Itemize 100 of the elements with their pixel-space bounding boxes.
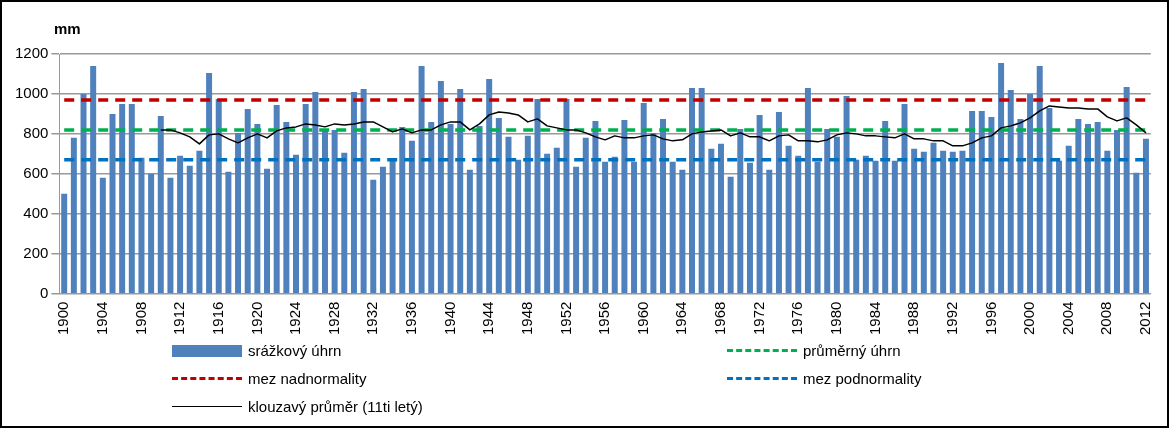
x-tick-label: 2000 bbox=[1020, 301, 1038, 336]
bar bbox=[573, 166, 580, 293]
bar bbox=[756, 114, 763, 293]
bar bbox=[148, 173, 155, 293]
y-tick-label: 200 bbox=[23, 243, 49, 261]
x-tick-label: 1992 bbox=[942, 301, 960, 336]
legend-label: srážkový úhrn bbox=[248, 342, 342, 359]
bar bbox=[177, 155, 184, 293]
bar bbox=[1046, 107, 1053, 293]
bar bbox=[99, 177, 106, 293]
legend-label: klouzavý průměr (11ti letý) bbox=[248, 398, 423, 415]
x-tick-label: 2004 bbox=[1058, 301, 1076, 336]
bar bbox=[679, 169, 686, 293]
bar bbox=[1027, 93, 1034, 293]
y-axis-title: mm bbox=[54, 20, 81, 37]
bar bbox=[447, 123, 454, 293]
bar bbox=[254, 123, 261, 293]
bar bbox=[553, 147, 560, 293]
bar bbox=[515, 159, 522, 293]
x-tick-label: 1932 bbox=[363, 301, 381, 336]
y-tick-label: 0 bbox=[40, 283, 49, 301]
bar bbox=[273, 104, 280, 293]
x-tick-label: 1920 bbox=[247, 301, 265, 336]
bar bbox=[61, 193, 68, 293]
bar bbox=[611, 156, 618, 293]
bar bbox=[196, 150, 203, 293]
x-tick-label: 1960 bbox=[633, 301, 651, 336]
bar bbox=[428, 121, 435, 293]
bar bbox=[109, 113, 116, 293]
bar bbox=[167, 177, 174, 293]
bar bbox=[795, 155, 802, 293]
bar bbox=[669, 161, 676, 293]
bar bbox=[476, 125, 483, 293]
bar bbox=[312, 91, 319, 293]
bar bbox=[264, 168, 271, 293]
x-tick-label: 1904 bbox=[92, 301, 110, 336]
bar bbox=[804, 87, 811, 293]
bar bbox=[244, 108, 251, 293]
bar bbox=[631, 161, 638, 293]
bar bbox=[698, 87, 705, 293]
bar bbox=[602, 161, 609, 293]
x-tick-label: 1988 bbox=[904, 301, 922, 336]
x-tick-label: 1964 bbox=[672, 301, 690, 336]
bar bbox=[457, 88, 464, 293]
x-tick-label: 1972 bbox=[749, 301, 767, 336]
bar bbox=[814, 161, 821, 293]
bar bbox=[1065, 145, 1072, 293]
x-tick-label: 1936 bbox=[402, 301, 420, 336]
x-tick-label: 1984 bbox=[865, 301, 883, 336]
bar bbox=[689, 87, 695, 293]
y-tick-label: 800 bbox=[23, 124, 49, 142]
bar bbox=[1036, 65, 1043, 293]
bar bbox=[408, 140, 415, 293]
bar bbox=[1133, 172, 1140, 293]
bar bbox=[853, 159, 860, 293]
bar bbox=[544, 153, 551, 293]
bar bbox=[959, 150, 966, 293]
bar bbox=[1056, 160, 1063, 293]
bar bbox=[650, 132, 657, 293]
bar bbox=[1075, 118, 1082, 293]
bar bbox=[225, 171, 232, 293]
bar bbox=[717, 143, 724, 293]
bar bbox=[215, 98, 222, 293]
bar bbox=[843, 95, 850, 293]
bar bbox=[293, 154, 299, 293]
bar bbox=[1113, 129, 1120, 293]
bar bbox=[775, 111, 782, 293]
bar bbox=[862, 155, 869, 293]
bar bbox=[350, 91, 357, 293]
bar bbox=[592, 120, 599, 293]
bar bbox=[1094, 121, 1101, 293]
x-tick-label: 1956 bbox=[595, 301, 613, 336]
bar bbox=[872, 160, 879, 293]
bar bbox=[1104, 150, 1111, 293]
bar bbox=[418, 65, 425, 293]
bar bbox=[119, 103, 126, 293]
x-tick-label: 2012 bbox=[1136, 301, 1154, 336]
bar bbox=[949, 151, 956, 293]
bar bbox=[157, 115, 164, 293]
x-tick-label: 1940 bbox=[440, 301, 458, 336]
x-tick-label: 1900 bbox=[54, 301, 72, 336]
bar bbox=[206, 72, 213, 293]
bar bbox=[940, 150, 947, 293]
bar bbox=[978, 110, 985, 293]
bar bbox=[1142, 138, 1149, 293]
bar bbox=[186, 165, 193, 293]
bar bbox=[746, 162, 753, 293]
x-tick-label: 1948 bbox=[517, 301, 535, 336]
bar bbox=[969, 110, 976, 293]
x-tick-label: 1912 bbox=[170, 301, 188, 336]
bar bbox=[370, 179, 377, 293]
y-tick-label: 1000 bbox=[14, 84, 49, 102]
bar bbox=[582, 137, 589, 293]
bar bbox=[911, 148, 918, 293]
x-tick-label: 1980 bbox=[827, 301, 845, 336]
y-tick-label: 1200 bbox=[14, 44, 49, 62]
bar bbox=[1007, 89, 1014, 293]
bar bbox=[70, 137, 77, 293]
bar bbox=[640, 102, 647, 293]
legend-label: mez nadnormality bbox=[248, 370, 367, 387]
